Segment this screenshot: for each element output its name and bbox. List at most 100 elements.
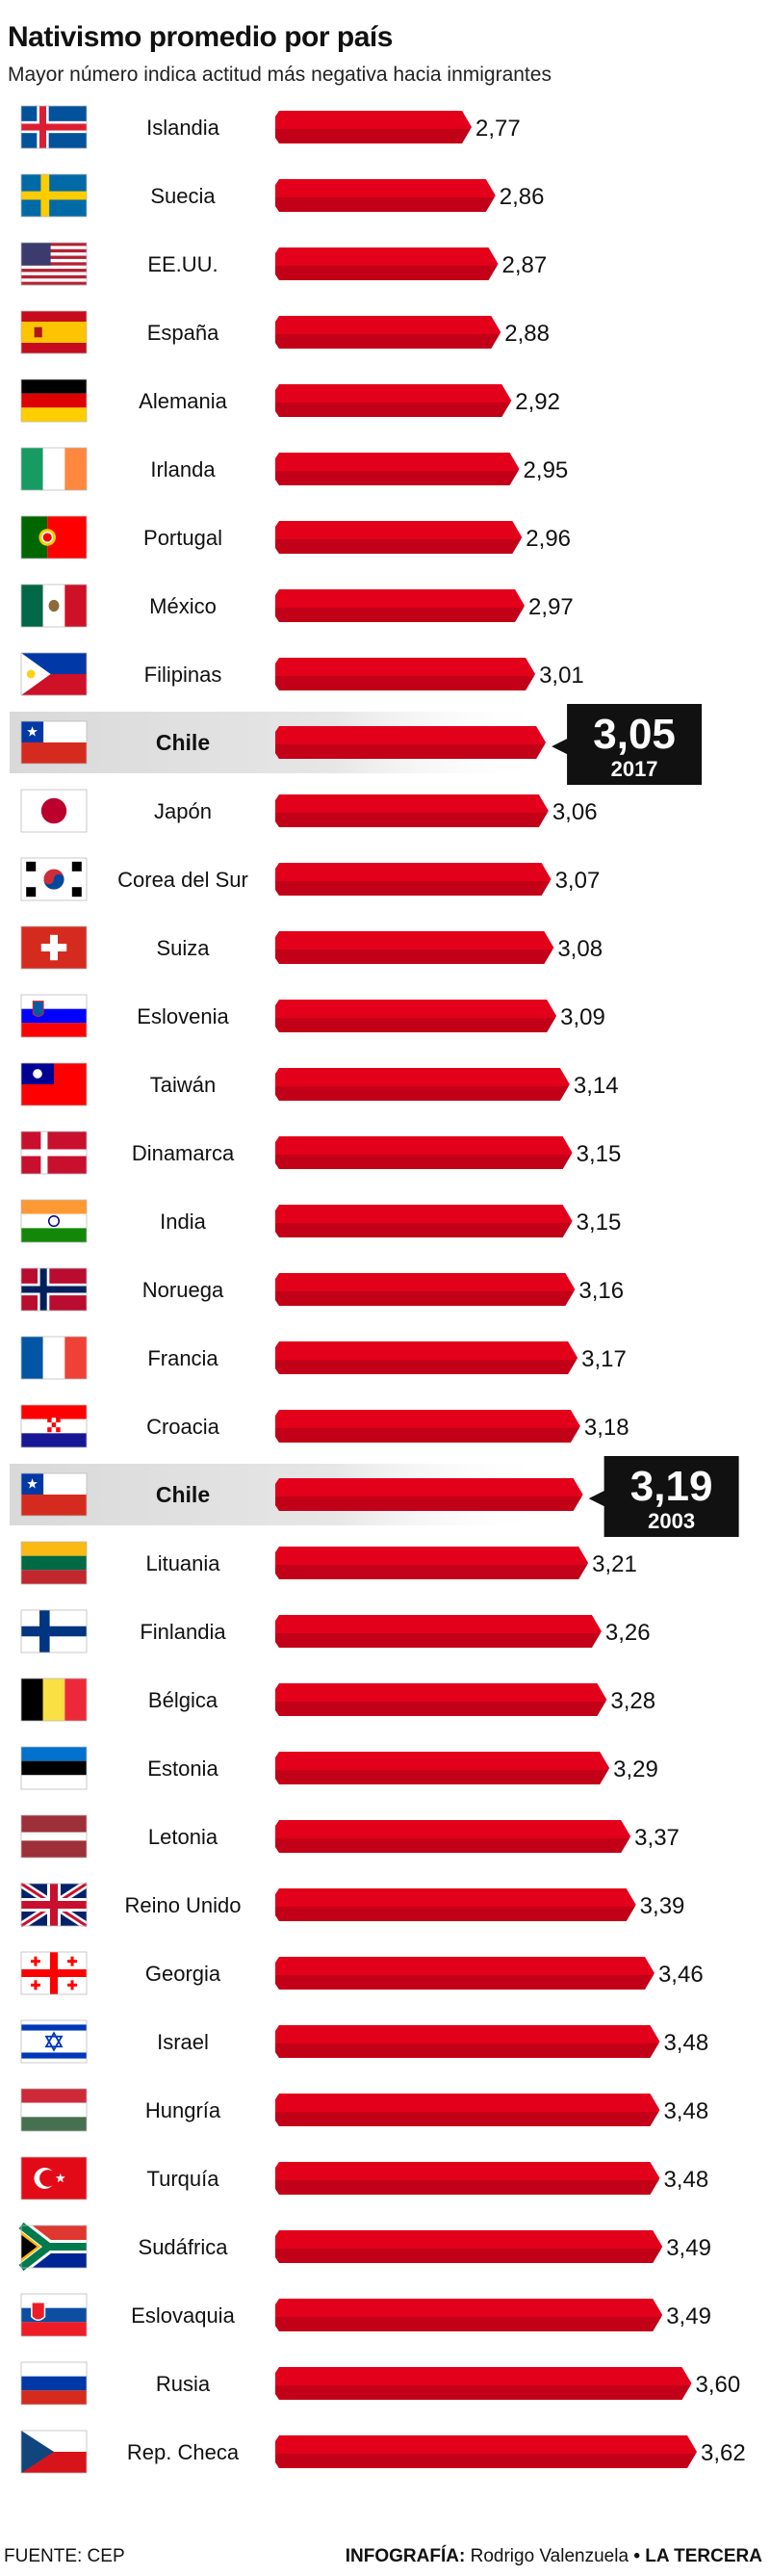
bar-shade [275,266,498,280]
category-label: Eslovenia [137,1004,229,1028]
category-label: Alemania [139,389,227,413]
south-korea-flag-icon [20,857,88,901]
value-label: 3,21 [592,1551,637,1577]
belgium-flag-icon [20,1678,88,1722]
czech-republic-flag-icon [20,2430,88,2474]
chile-flag-icon [20,1472,88,1517]
publisher-name: LA TERCERA [645,2546,762,2566]
value-label: 3,49 [666,2303,711,2329]
category-label: Eslovaquia [131,2303,235,2328]
bar-shade [275,813,548,827]
value-label: 3,15 [577,1141,622,1167]
chile-flag-icon [20,720,88,765]
value-label: 3,48 [663,2167,708,2193]
value-label: 2,87 [502,252,548,278]
bar-shade [275,608,525,622]
turkey-flag-icon [20,2156,88,2200]
value-label: 2,77 [475,116,521,142]
category-label: Francia [147,1346,218,1370]
bar-shade [275,1155,572,1169]
callout-year: 2003 [648,1509,695,1533]
bar-shade [275,2454,697,2468]
value-label: 3,48 [663,2030,708,2056]
category-label: Lituania [145,1551,220,1575]
bar-shade [275,1838,630,1853]
chart-subtitle: Mayor número indica actitud más negativa… [8,64,552,86]
value-label: 3,48 [663,2098,708,2124]
bar-shade [275,1086,569,1101]
category-label: Sudáfrica [139,2235,229,2259]
bar-shade [275,744,546,759]
japan-flag-icon [20,789,88,833]
usa-flag-icon [20,242,88,286]
category-label: Rep. Checa [127,2440,240,2464]
value-label: 3,39 [640,1893,685,1919]
category-label: Noruega [142,1278,224,1302]
bar-shade [275,1428,579,1443]
value-label: 3,16 [578,1278,624,1304]
sweden-flag-icon [20,173,88,218]
bar-shade [275,1018,556,1032]
india-flag-icon [20,1199,88,1243]
callout-value: 3,19 [630,1463,713,1510]
value-label: 3,14 [574,1073,619,1099]
category-label: Rusia [156,2372,211,2396]
value-label: 3,18 [584,1415,629,1441]
hungary-flag-icon [20,2088,88,2132]
value-label: 2,95 [524,457,569,483]
germany-flag-icon [20,378,88,423]
spain-flag-icon [20,310,88,354]
lithuania-flag-icon [20,1541,88,1585]
taiwan-flag-icon [20,1062,88,1106]
value-label: 3,26 [605,1620,651,1646]
united-kingdom-flag-icon [18,1880,90,1930]
category-label: Croacia [146,1415,220,1439]
estonia-flag-icon [20,1746,88,1790]
bar-shade [275,2180,659,2195]
bar-shade [275,129,471,143]
bar-shade [275,2043,659,2058]
category-label: Japón [154,799,212,823]
russia-flag-icon [20,2361,88,2406]
category-label: Turquía [146,2167,219,2191]
value-label: 3,49 [666,2235,711,2261]
category-label: Chile [156,1482,210,1507]
category-label: Portugal [143,526,222,550]
category-label: Corea del Sur [117,868,248,892]
bar-shade [275,881,551,896]
credit-separator: • [633,2546,640,2566]
category-label: Irlanda [150,457,216,481]
value-label: 3,46 [658,1962,704,1988]
bar-shade [275,1633,601,1648]
slovakia-flag-icon [20,2293,88,2337]
finland-flag-icon [20,1609,88,1653]
value-label: 2,96 [526,526,571,552]
category-label: España [147,321,219,345]
value-label: 3,28 [610,1688,655,1714]
bar-shade [275,334,500,349]
bar-shade [275,1291,575,1306]
ireland-flag-icon [20,447,88,491]
bar-shade [275,539,522,554]
bar-shade [275,1907,635,1921]
value-label: 3,08 [557,936,603,962]
bar-shade [275,197,495,212]
value-label: 2,92 [515,389,560,415]
chart-title: Nativismo promedio por país [8,21,393,53]
bar-shade [275,1702,606,1716]
bar-shade [275,2317,662,2331]
category-label: Israel [157,2030,209,2054]
philippines-flag-icon [20,652,88,696]
category-label: México [149,594,217,618]
category-label: Finlandia [140,1620,226,1644]
croatia-flag-icon [20,1404,88,1448]
bar-shade [275,1223,572,1237]
credit-line: INFOGRAFÍA: Rodrigo Valenzuela • LA TERC… [346,2546,762,2567]
callout-value: 3,05 [593,711,676,758]
switzerland-flag-icon [20,925,88,970]
value-label: 3,62 [701,2440,746,2466]
category-label: Filipinas [144,663,222,687]
category-label: Hungría [145,2098,221,2122]
mexico-flag-icon [20,584,88,628]
